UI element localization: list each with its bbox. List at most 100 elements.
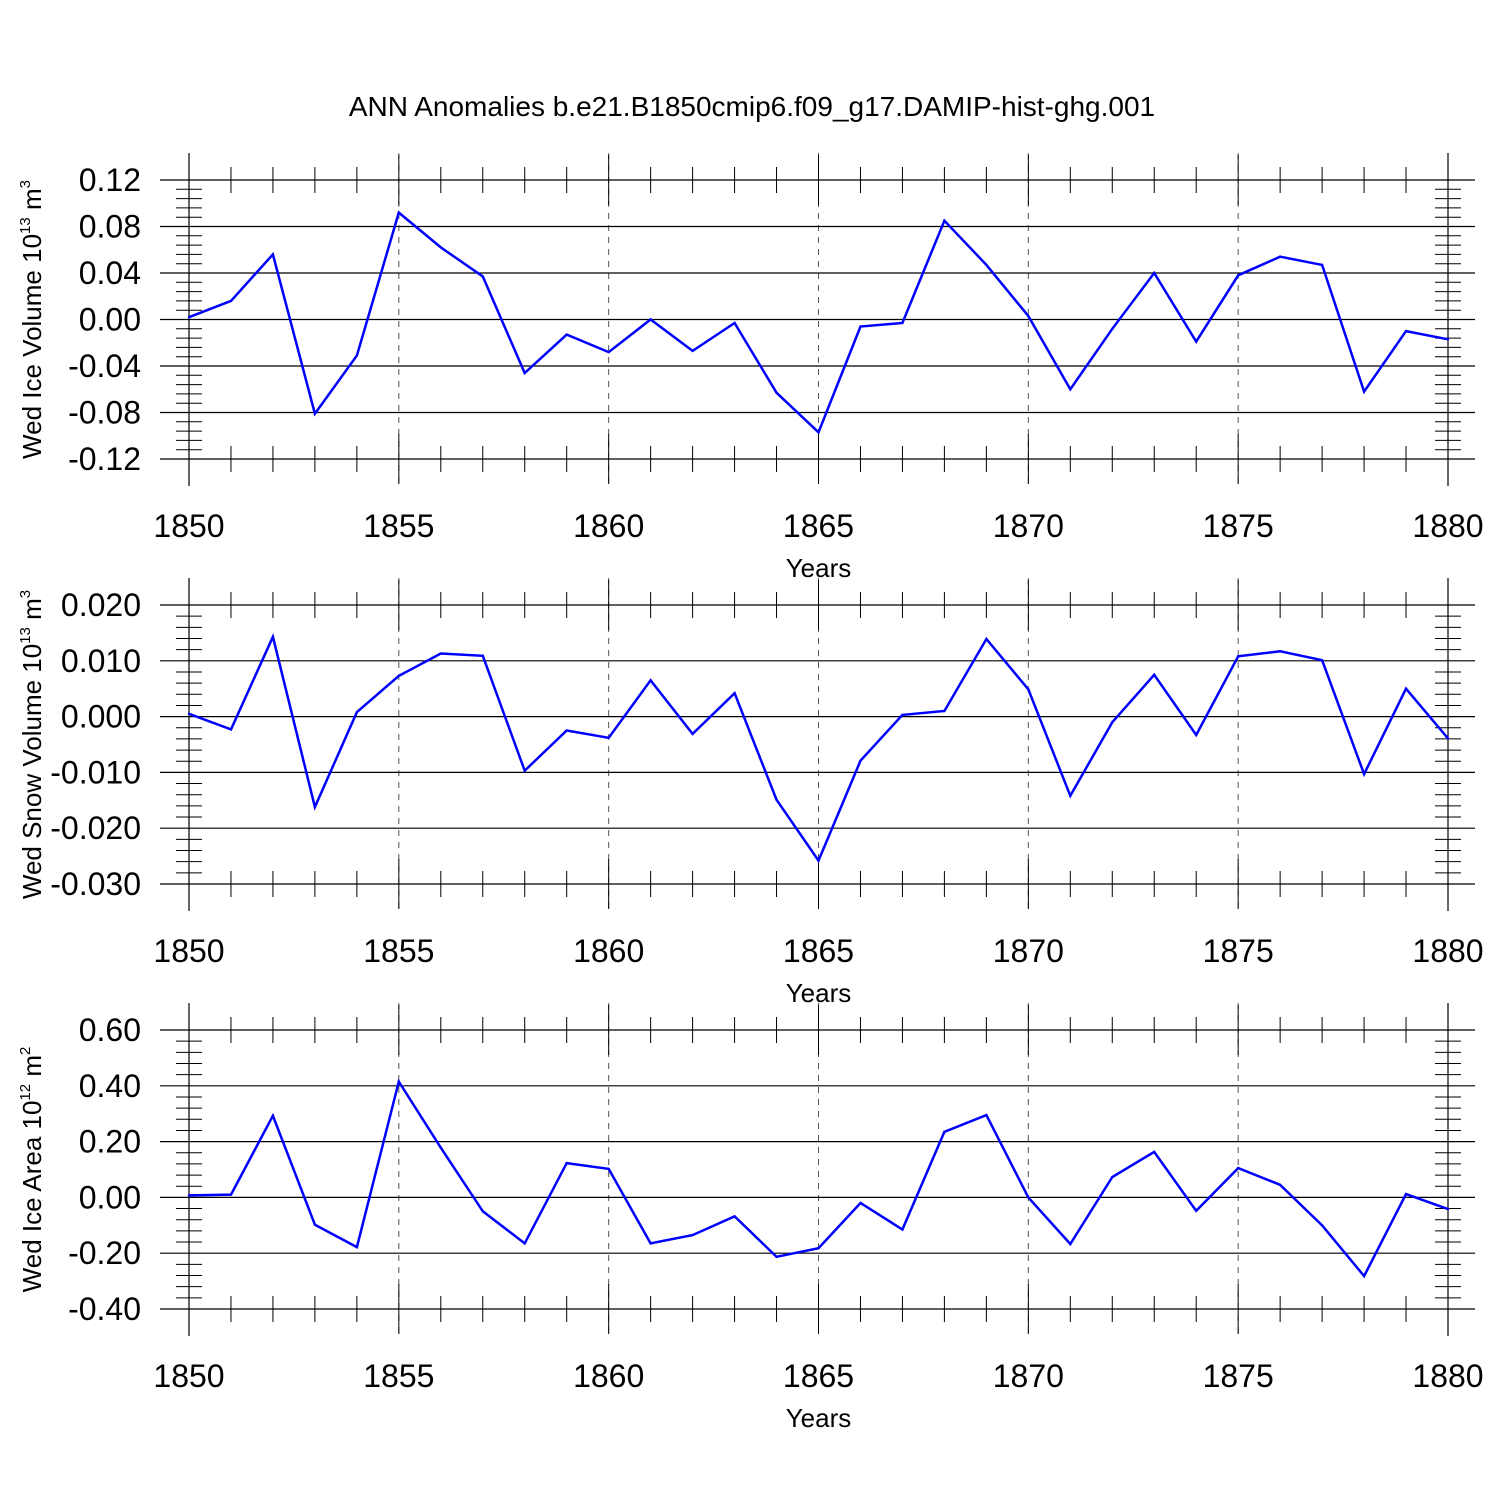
x-tick-label: 1875: [1203, 508, 1274, 544]
data-point: [1027, 314, 1030, 318]
data-point: [397, 211, 401, 214]
data-point: [1195, 340, 1198, 343]
x-tick-label: 1860: [573, 508, 644, 544]
data-line: [188, 1078, 1449, 1279]
panels: -0.12 -0.08 -0.04 0.00 0.04 0.08 0.12 1850 1855 1…: [17, 153, 1484, 1433]
y-tick-label: 0.40: [79, 1068, 141, 1104]
data-point: [859, 325, 862, 328]
x-tick-label: 1880: [1412, 1358, 1483, 1394]
data-point: [1236, 274, 1240, 277]
data-point: [901, 1228, 904, 1231]
y-tick-label: 0.08: [79, 209, 141, 245]
data-point: [313, 412, 317, 415]
y-tick-label: -0.010: [50, 754, 141, 790]
data-point: [649, 1242, 652, 1245]
x-tick-label: 1880: [1412, 508, 1483, 544]
x-tick-label: 1870: [993, 508, 1064, 544]
data-point: [1362, 390, 1366, 393]
data-point: [901, 321, 904, 325]
x-axis-label: Years: [786, 1403, 852, 1433]
data-point: [439, 1146, 442, 1149]
x-tick-label: 1870: [993, 933, 1064, 969]
data-point: [1069, 388, 1072, 391]
data-point: [985, 1113, 988, 1117]
x-tick-label: 1865: [783, 1358, 854, 1394]
x-tick-label: 1855: [363, 1358, 434, 1394]
data-point: [1278, 255, 1282, 258]
data-point: [607, 1167, 610, 1171]
x-tick-label: 1850: [153, 933, 224, 969]
data-point: [1111, 1175, 1114, 1179]
x-tick-label: 1875: [1203, 1358, 1274, 1394]
y-tick-label: 0.20: [79, 1124, 141, 1160]
data-point: [565, 729, 568, 732]
data-point: [691, 349, 694, 353]
data-point: [1446, 737, 1450, 740]
x-tick-label: 1860: [573, 933, 644, 969]
data-point: [523, 371, 526, 375]
data-point: [229, 1193, 233, 1196]
data-point: [733, 1215, 736, 1218]
y-axis-label: Wed Ice Area 1012 m2: [17, 1047, 47, 1293]
y-tick-label: -0.030: [50, 866, 141, 902]
x-tick-label: 1865: [783, 933, 854, 969]
data-point: [1446, 338, 1450, 341]
data-point: [607, 350, 610, 354]
data-point: [943, 709, 946, 713]
data-point: [1362, 772, 1366, 776]
data-point: [1236, 1166, 1240, 1170]
data-point: [1111, 720, 1114, 724]
data-point: [943, 1130, 946, 1134]
data-point: [859, 759, 862, 762]
data-point: [1320, 659, 1324, 662]
data-point: [187, 315, 191, 319]
data-point: [1404, 687, 1408, 690]
data-point: [1446, 1207, 1450, 1211]
data-point: [481, 654, 484, 657]
y-tick-label: 0.60: [79, 1012, 141, 1048]
data-point: [271, 253, 275, 256]
data-point: [1027, 1196, 1030, 1199]
y-tick-label: -0.20: [68, 1235, 141, 1271]
data-point: [229, 728, 233, 731]
y-tick-label: 0.00: [79, 1179, 141, 1215]
data-point: [1278, 650, 1282, 653]
data-point: [1195, 733, 1198, 737]
panel-2: -0.030 -0.020 -0.010 0.000 0.010 0.020 1850 185…: [17, 578, 1484, 1008]
data-point: [985, 263, 988, 267]
data-point: [565, 333, 568, 336]
data-point: [1111, 327, 1114, 330]
y-tick-label: 0.010: [61, 643, 141, 679]
panel-3: -0.40 -0.20 0.00 0.20 0.40 0.60 1850 1855 1860 18…: [17, 1003, 1484, 1433]
data-point: [985, 637, 988, 641]
y-tick-label: 0.12: [79, 162, 141, 198]
data-point: [355, 354, 359, 357]
data-point: [691, 732, 694, 736]
data-point: [1362, 1274, 1366, 1278]
data-point: [817, 1246, 820, 1250]
x-tick-label: 1880: [1412, 933, 1483, 969]
y-tick-label: -0.08: [68, 395, 141, 431]
x-tick-label: 1850: [153, 1358, 224, 1394]
x-tick-label: 1850: [153, 508, 224, 544]
data-point: [1278, 1183, 1282, 1187]
y-tick-label: 0.020: [61, 587, 141, 623]
y-tick-label: -0.12: [68, 441, 141, 477]
data-point: [1069, 794, 1072, 798]
x-tick-label: 1860: [573, 1358, 644, 1394]
data-point: [271, 1114, 275, 1117]
data-point: [355, 1245, 359, 1249]
data-point: [817, 431, 820, 434]
data-point: [1153, 673, 1156, 676]
data-point: [523, 769, 526, 772]
data-point: [1153, 1150, 1156, 1154]
y-axis-label: Wed Snow Volume 1013 m3: [17, 590, 47, 899]
data-point: [691, 1233, 694, 1237]
data-point: [1027, 688, 1030, 691]
data-point: [187, 712, 191, 716]
data-point: [1195, 1209, 1198, 1212]
data-point: [733, 691, 736, 695]
data-point: [733, 321, 736, 325]
data-point: [439, 652, 442, 655]
figure-title: ANN Anomalies b.e21.B1850cmip6.f09_g17.D…: [349, 91, 1155, 122]
